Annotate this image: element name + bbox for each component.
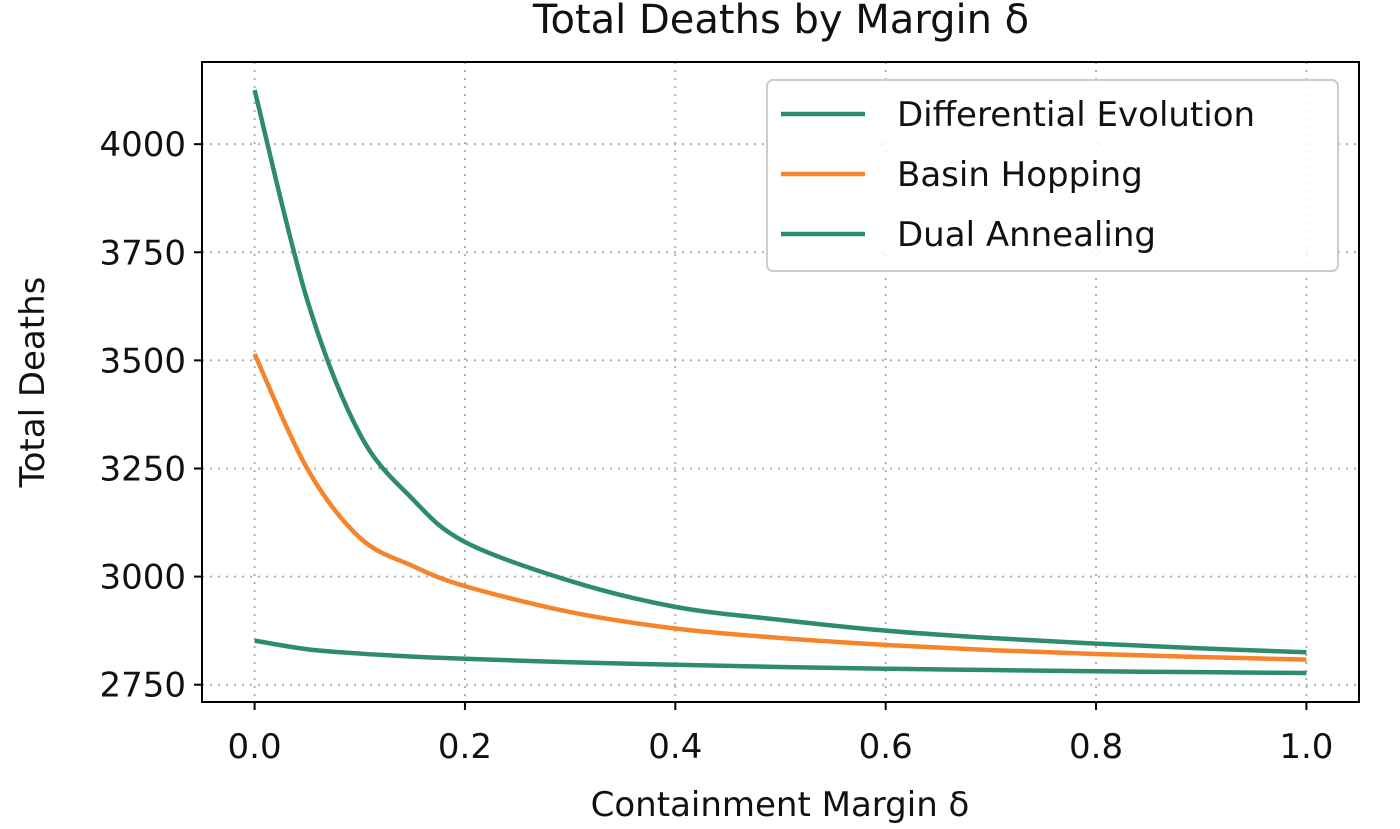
legend: Differential Evolution Basin Hopping Dual … bbox=[766, 79, 1339, 272]
x-tick-label: 0.6 bbox=[859, 727, 913, 767]
x-axis-label: Containment Margin δ bbox=[591, 785, 970, 825]
y-tick-label: 3500 bbox=[99, 341, 186, 381]
x-tick-label: 0.2 bbox=[438, 727, 492, 767]
y-tick-label: 2750 bbox=[99, 666, 186, 706]
y-tick-label: 3750 bbox=[99, 233, 186, 273]
axis-ticks: 0.0 0.2 0.4 0.6 0.8 1.0 2750 3000 3250 3500 3750 40… bbox=[99, 125, 1333, 767]
legend-label-differential-evolution: Differential Evolution bbox=[897, 95, 1255, 135]
y-tick-label: 4000 bbox=[99, 125, 186, 165]
series-line-basin-hopping bbox=[252, 352, 1307, 662]
grid bbox=[202, 62, 1359, 702]
x-tick-label: 0.8 bbox=[1069, 727, 1123, 767]
legend-frame bbox=[766, 79, 1339, 272]
series-line-differential-evolution bbox=[252, 89, 1307, 655]
series-lines bbox=[252, 89, 1307, 676]
x-tick-label: 1.0 bbox=[1279, 727, 1333, 767]
y-tick-label: 3250 bbox=[99, 449, 186, 489]
series-line-dual-annealing bbox=[254, 638, 1307, 676]
y-axis-label: Total Deaths bbox=[13, 277, 53, 489]
chart-title: Total Deaths by Margin δ bbox=[532, 0, 1029, 43]
plot-area-frame bbox=[201, 61, 1360, 703]
x-tick-label: 0.4 bbox=[648, 727, 702, 767]
y-tick-label: 3000 bbox=[99, 558, 186, 598]
legend-label-dual-annealing: Dual Annealing bbox=[897, 215, 1156, 255]
legend-label-basin-hopping: Basin Hopping bbox=[897, 155, 1143, 195]
x-tick-label: 0.0 bbox=[228, 727, 282, 767]
